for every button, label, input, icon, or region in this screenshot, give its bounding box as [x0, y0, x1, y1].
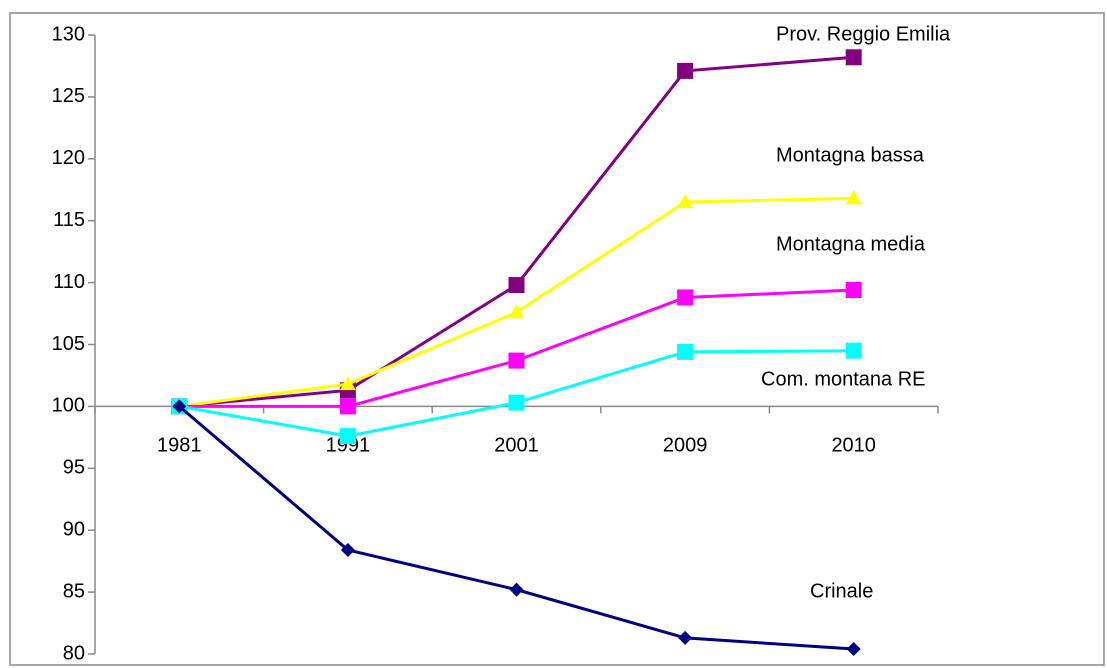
y-tick-label: 80	[63, 642, 85, 664]
marker	[677, 62, 694, 79]
y-tick-label: 90	[63, 518, 85, 540]
y-tick-label: 110	[53, 271, 85, 293]
y-tick-label: 115	[53, 209, 85, 231]
marker	[508, 352, 525, 369]
marker	[172, 399, 187, 414]
x-tick-label: 1981	[157, 435, 202, 457]
series-label: Prov. Reggio Emilia	[776, 23, 951, 45]
marker	[508, 394, 525, 411]
y-tick-label: 120	[52, 147, 85, 169]
marker	[340, 543, 355, 558]
y-tick-label: 105	[52, 333, 85, 355]
marker	[845, 282, 862, 299]
x-tick-label: 2009	[663, 435, 708, 457]
y-tick-label: 130	[52, 23, 85, 45]
marker	[509, 582, 524, 597]
marker	[846, 642, 861, 657]
marker	[677, 289, 694, 306]
x-tick-label: 1991	[326, 435, 371, 457]
marker	[339, 376, 356, 391]
marker	[845, 342, 862, 359]
marker	[845, 49, 862, 66]
series-label: Com. montana RE	[761, 368, 926, 390]
marker	[677, 343, 694, 360]
chart-border	[9, 12, 1105, 666]
marker	[508, 304, 525, 319]
marker	[678, 630, 693, 645]
marker	[845, 190, 862, 205]
series-label: Montagna bassa	[776, 144, 925, 166]
y-tick-label: 85	[63, 580, 85, 602]
x-tick-label: 2010	[831, 435, 876, 457]
y-tick-label: 125	[52, 85, 85, 107]
marker	[508, 277, 525, 294]
marker	[339, 398, 356, 415]
y-tick-label: 100	[52, 395, 85, 417]
x-tick-label: 2001	[494, 435, 539, 457]
series-label: Montagna media	[776, 233, 926, 255]
marker	[339, 428, 356, 445]
y-tick-label: 95	[63, 457, 85, 479]
series-label: Crinale	[810, 580, 873, 602]
marker	[677, 194, 694, 209]
